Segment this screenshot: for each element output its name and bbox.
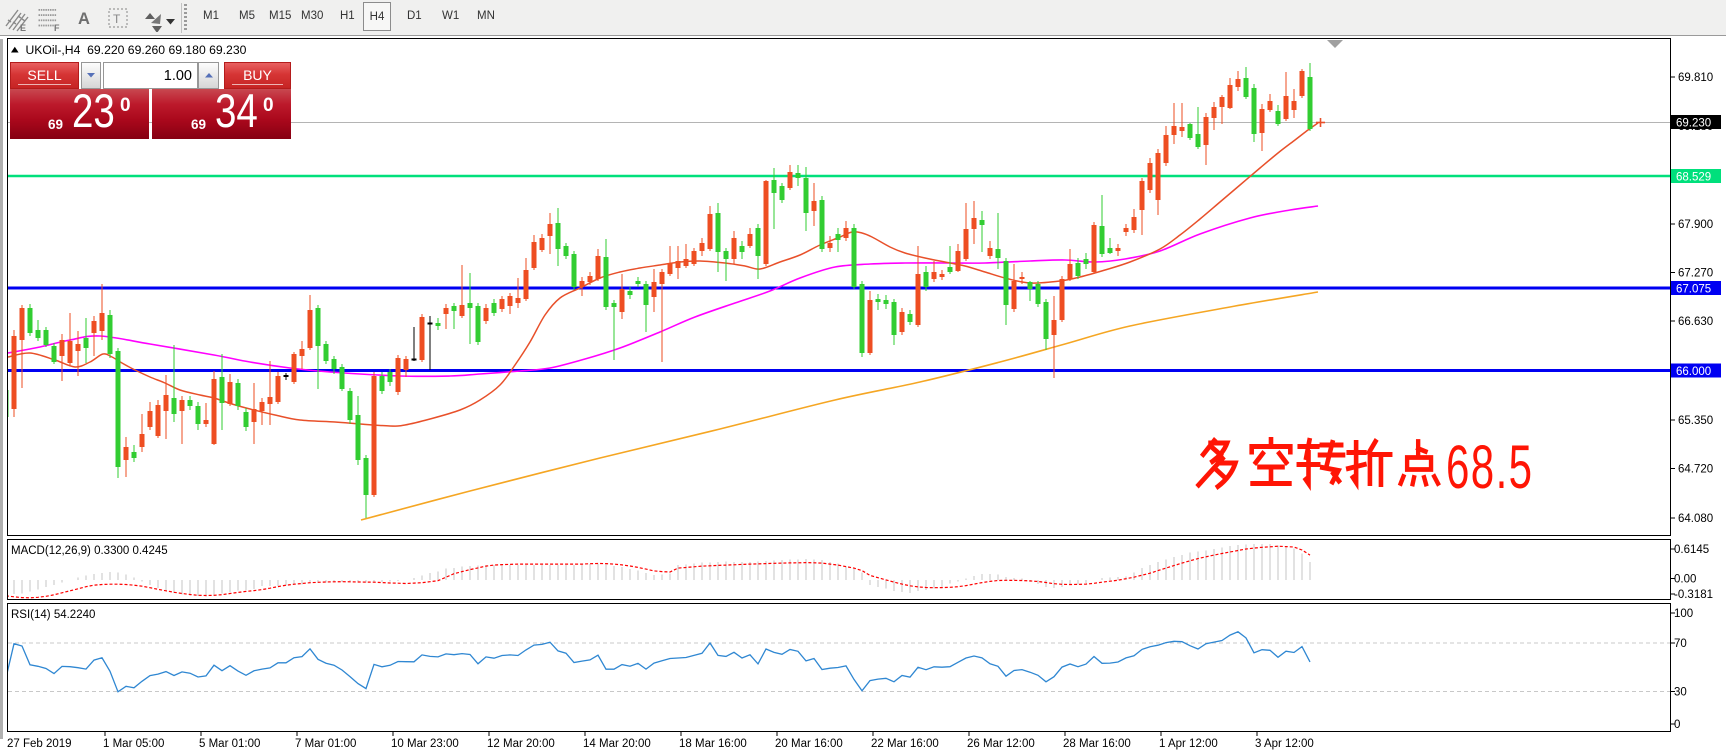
svg-text:F: F	[54, 23, 60, 32]
svg-text:67.900: 67.900	[1678, 219, 1713, 231]
svg-text:7 Mar 01:00: 7 Mar 01:00	[295, 738, 356, 750]
svg-text:67.075: 67.075	[1676, 284, 1711, 296]
svg-text:1 Mar 05:00: 1 Mar 05:00	[103, 738, 164, 750]
svg-text:0: 0	[1674, 719, 1680, 731]
svg-text:69.230: 69.230	[1676, 118, 1711, 130]
svg-text:22 Mar 16:00: 22 Mar 16:00	[871, 738, 939, 750]
svg-text:0.6145: 0.6145	[1674, 544, 1709, 556]
svg-text:65.350: 65.350	[1678, 415, 1713, 427]
svg-text:66.000: 66.000	[1676, 366, 1711, 378]
svg-text:68.529: 68.529	[1676, 172, 1711, 184]
svg-text:10 Mar 23:00: 10 Mar 23:00	[391, 738, 459, 750]
svg-text:26 Mar 12:00: 26 Mar 12:00	[967, 738, 1035, 750]
svg-text:3 Apr 12:00: 3 Apr 12:00	[1255, 738, 1314, 750]
svg-text:14 Mar 20:00: 14 Mar 20:00	[583, 738, 651, 750]
svg-text:5 Mar 01:00: 5 Mar 01:00	[199, 738, 260, 750]
svg-text:100: 100	[1674, 608, 1693, 620]
svg-text:64.720: 64.720	[1678, 464, 1713, 476]
svg-text:-0.3181: -0.3181	[1674, 589, 1713, 601]
svg-text:20 Mar 16:00: 20 Mar 16:00	[775, 738, 843, 750]
svg-text:MACD(12,26,9) 0.3300 0.4245: MACD(12,26,9) 0.3300 0.4245	[11, 545, 168, 557]
svg-text:28 Mar 16:00: 28 Mar 16:00	[1063, 738, 1131, 750]
svg-text:0.00: 0.00	[1674, 574, 1696, 586]
svg-text:12 Mar 20:00: 12 Mar 20:00	[487, 738, 555, 750]
svg-text:27 Feb 2019: 27 Feb 2019	[7, 738, 72, 750]
svg-text:30: 30	[1674, 687, 1687, 699]
svg-text:UKOil-,H4 69.220 69.260 69.18: UKOil-,H4 69.220 69.260 69.180 69.230	[26, 43, 247, 57]
svg-text:18 Mar 16:00: 18 Mar 16:00	[679, 738, 747, 750]
svg-text:64.080: 64.080	[1678, 513, 1713, 525]
svg-text:66.630: 66.630	[1678, 316, 1713, 328]
svg-text:E: E	[20, 23, 26, 32]
svg-text:69.810: 69.810	[1678, 72, 1713, 84]
svg-text:T: T	[113, 12, 121, 26]
svg-text:1 Apr 12:00: 1 Apr 12:00	[1159, 738, 1218, 750]
svg-text:RSI(14) 54.2240: RSI(14) 54.2240	[11, 609, 95, 621]
svg-text:70: 70	[1674, 638, 1687, 650]
svg-text:68.5: 68.5	[1446, 434, 1533, 502]
svg-text:67.270: 67.270	[1678, 268, 1713, 280]
